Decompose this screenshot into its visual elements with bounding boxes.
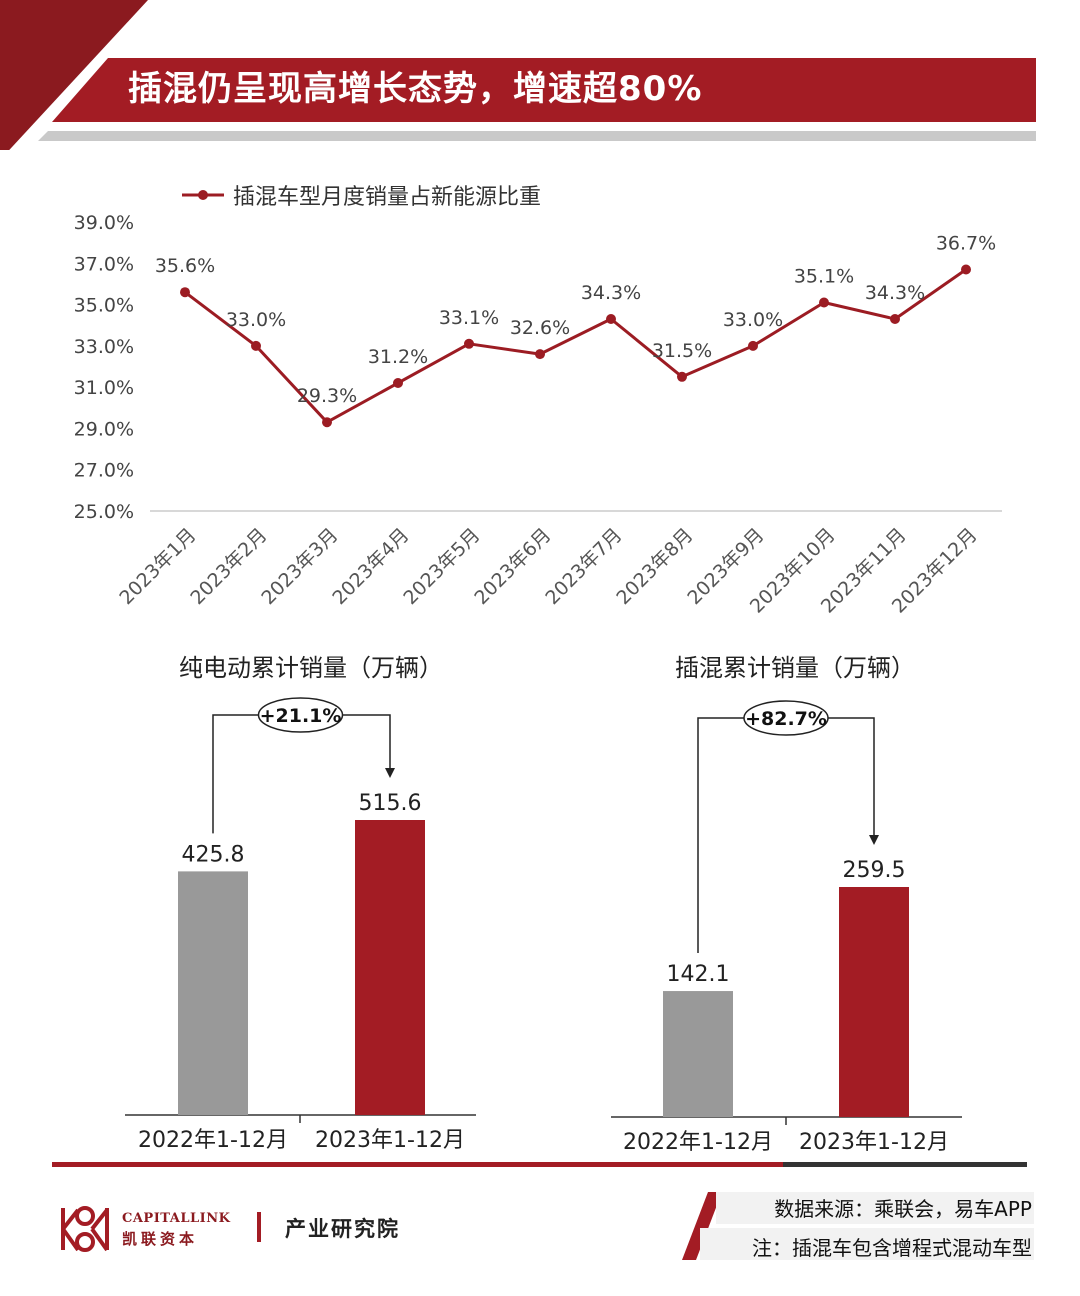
- series-point: [677, 371, 687, 382]
- logo-wordmark-cn: 凯联资本: [122, 1230, 199, 1248]
- footer-rule-dark: [783, 1162, 1027, 1167]
- data-label: 34.3%: [581, 282, 641, 304]
- data-label: 32.6%: [510, 317, 570, 339]
- y-tick-label: 29.0%: [74, 418, 134, 440]
- footer-slash: [682, 1192, 722, 1260]
- logo-wordmark-en: CAPITALLINK: [122, 1211, 231, 1226]
- series-point: [322, 417, 332, 428]
- series-point: [890, 314, 900, 324]
- data-source-note: 数据来源：乘联会，易车APP: [774, 1197, 1032, 1221]
- data-label: 31.5%: [652, 340, 712, 362]
- corner-triangle: [0, 0, 148, 150]
- bar-value-label: 259.5: [843, 858, 906, 883]
- y-tick-label: 37.0%: [74, 253, 134, 275]
- title-banner: [52, 58, 1036, 122]
- capitallink-logo-icon: [61, 1206, 109, 1252]
- series-point: [535, 349, 545, 360]
- title-underline: [38, 131, 1036, 141]
- bar: [178, 871, 248, 1115]
- data-label: 29.3%: [297, 385, 357, 407]
- growth-oval: [257, 697, 344, 733]
- bev-growth-annotation: +21.1%: [212, 697, 395, 834]
- bar-value-label: 142.1: [667, 962, 730, 987]
- data-label: 33.0%: [226, 309, 286, 331]
- line-chart: 插混车型月度销量占新能源比重 25.0% 27.0% 29.0% 31.0% 33.0%…: [74, 185, 1002, 618]
- y-tick-label: 33.0%: [74, 336, 134, 358]
- series-point: [251, 340, 261, 351]
- bar-category-label: 2023年1-12月: [799, 1130, 949, 1155]
- y-tick-label: 27.0%: [74, 460, 134, 482]
- bar: [839, 887, 909, 1117]
- bar-value-label: 425.8: [182, 842, 245, 867]
- source-bg: [716, 1192, 1034, 1224]
- line-chart-legend: 插混车型月度销量占新能源比重: [182, 185, 541, 210]
- header-banner: [0, 0, 1036, 150]
- phev-bar-chart: 插混累计销量（万辆） 142.1 2022年1-12月 259.5 2023年1-12…: [611, 654, 962, 1155]
- y-tick-labels: 25.0% 27.0% 29.0% 31.0% 33.0% 35.0% 37.0% 39.0%: [74, 212, 134, 523]
- bev-bar-chart: 纯电动累计销量（万辆） 425.8 2022年1-12月 515.6 2023年1-1…: [125, 654, 476, 1153]
- growth-oval: [743, 700, 829, 736]
- data-labels: 35.6% 33.0% 29.3% 31.2% 33.1% 32.6% 34.3% 31.5%…: [155, 233, 996, 408]
- series-points: [180, 264, 971, 428]
- series-point: [393, 378, 403, 388]
- note-bg: [700, 1228, 1034, 1260]
- series-point: [961, 264, 971, 275]
- page-title: 插混仍呈现高增长态势，增速超80%: [128, 69, 703, 109]
- data-label: 33.0%: [723, 309, 783, 331]
- data-label: 33.1%: [439, 307, 499, 329]
- footer-graphics: [52, 1162, 1034, 1260]
- legend-label: 插混车型月度销量占新能源比重: [233, 185, 541, 210]
- bar-category-label: 2022年1-12月: [623, 1130, 773, 1155]
- bar: [663, 991, 733, 1117]
- arrow-head-icon: [385, 768, 395, 778]
- series-line: [184, 268, 967, 424]
- x-tick-labels: 2023年1月2023年2月2023年3月2023年4月2023年5月2023年…: [115, 524, 981, 618]
- data-label: 35.6%: [155, 255, 215, 277]
- y-tick-label: 25.0%: [74, 501, 134, 523]
- series-point: [748, 340, 758, 351]
- phev-chart-title: 插混累计销量（万辆）: [675, 654, 915, 682]
- y-tick-label: 31.0%: [74, 377, 134, 399]
- bar-category-label: 2022年1-12月: [138, 1128, 288, 1153]
- growth-label: +82.7%: [745, 708, 827, 730]
- series-point: [464, 338, 474, 349]
- bev-chart-title: 纯电动累计销量（万辆）: [179, 654, 443, 682]
- data-label: 31.2%: [368, 346, 428, 368]
- legend-marker: [198, 190, 208, 200]
- bar: [355, 820, 425, 1115]
- logo-separator: [257, 1212, 261, 1242]
- footer-rule-red: [52, 1162, 783, 1167]
- growth-label: +21.1%: [260, 705, 342, 727]
- bar-category-label: 2023年1-12月: [315, 1128, 465, 1153]
- data-label: 36.7%: [936, 233, 996, 255]
- series-point: [606, 314, 616, 324]
- y-tick-label: 39.0%: [74, 212, 134, 234]
- bev-bars: 425.8 2022年1-12月 515.6 2023年1-12月: [138, 791, 465, 1153]
- series-point: [180, 287, 190, 298]
- arrow-head-icon: [869, 835, 879, 845]
- y-tick-label: 35.0%: [74, 295, 134, 317]
- remark-note: 注：插混车包含增程式混动车型: [752, 1236, 1032, 1260]
- phev-bars: 142.1 2022年1-12月 259.5 2023年1-12月: [623, 858, 949, 1155]
- bar-value-label: 515.6: [359, 791, 422, 816]
- phev-growth-annotation: +82.7%: [697, 700, 879, 954]
- institute-name: 产业研究院: [285, 1216, 400, 1241]
- data-label: 34.3%: [865, 282, 925, 304]
- data-label: 35.1%: [794, 266, 854, 288]
- series-point: [819, 297, 829, 308]
